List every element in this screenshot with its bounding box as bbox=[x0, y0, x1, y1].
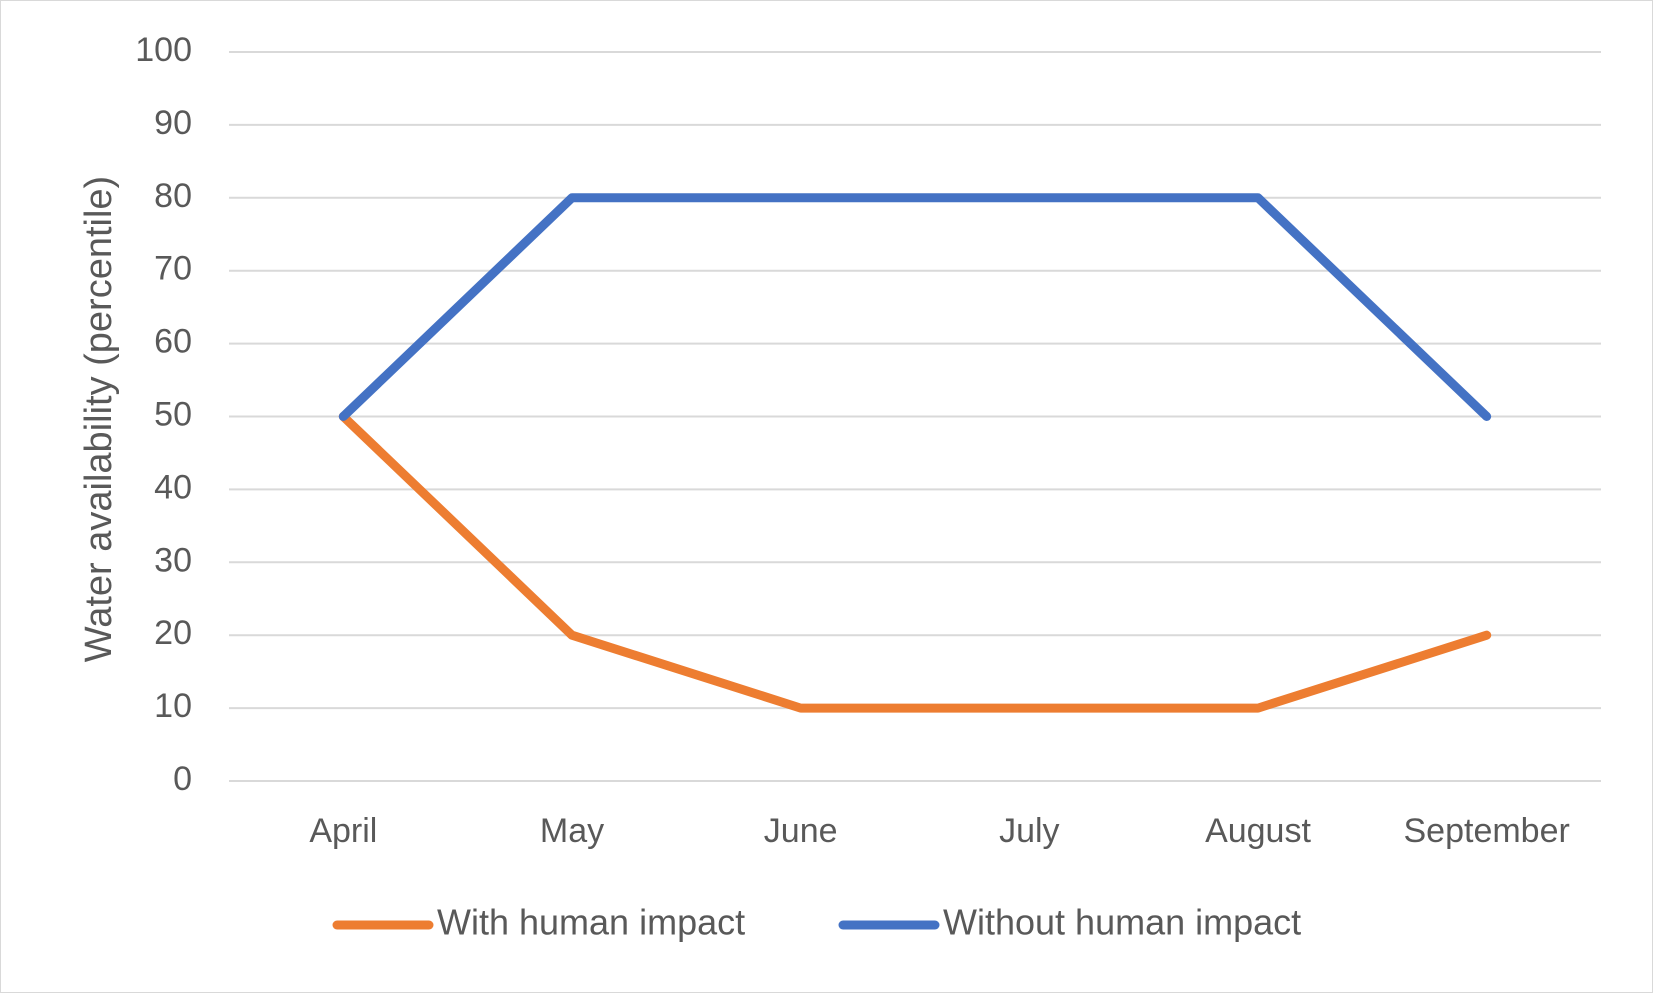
y-tick-label: 30 bbox=[154, 541, 192, 579]
legend-label: Without human impact bbox=[943, 902, 1301, 943]
x-tick-label: April bbox=[309, 812, 377, 850]
y-tick-label: 0 bbox=[173, 760, 192, 798]
series-line-without-human-impact bbox=[338, 193, 1492, 421]
y-tick-label: 10 bbox=[154, 687, 192, 725]
y-tick-label: 70 bbox=[154, 250, 192, 288]
y-tick-label: 60 bbox=[154, 323, 192, 361]
x-tick-label: May bbox=[540, 812, 604, 850]
y-tick-label: 100 bbox=[135, 31, 192, 69]
gridlines bbox=[229, 51, 1601, 782]
x-tick-label: June bbox=[764, 812, 838, 850]
legend-item-without-human-impact: Without human impact bbox=[838, 902, 1301, 943]
y-tick-label: 40 bbox=[154, 468, 192, 506]
y-axis-ticks: 0 10 20 30 40 50 60 70 80 90 100 bbox=[135, 31, 192, 798]
x-tick-label: September bbox=[1404, 812, 1570, 850]
y-axis-title: Water availability (percentile) bbox=[78, 176, 120, 662]
x-tick-label: July bbox=[999, 812, 1059, 850]
y-tick-label: 50 bbox=[154, 395, 192, 433]
legend-item-with-human-impact: With human impact bbox=[332, 902, 745, 943]
series-lines bbox=[338, 193, 1492, 713]
legend-label: With human impact bbox=[437, 902, 745, 943]
y-tick-label: 90 bbox=[154, 104, 192, 142]
y-tick-label: 20 bbox=[154, 614, 192, 652]
legend: With human impact Without human impact bbox=[332, 902, 1301, 943]
y-tick-label: 80 bbox=[154, 177, 192, 215]
x-axis-ticks: April May June July August September bbox=[309, 812, 1570, 850]
series-line-with-human-impact bbox=[338, 412, 1492, 713]
x-tick-label: August bbox=[1205, 812, 1311, 850]
